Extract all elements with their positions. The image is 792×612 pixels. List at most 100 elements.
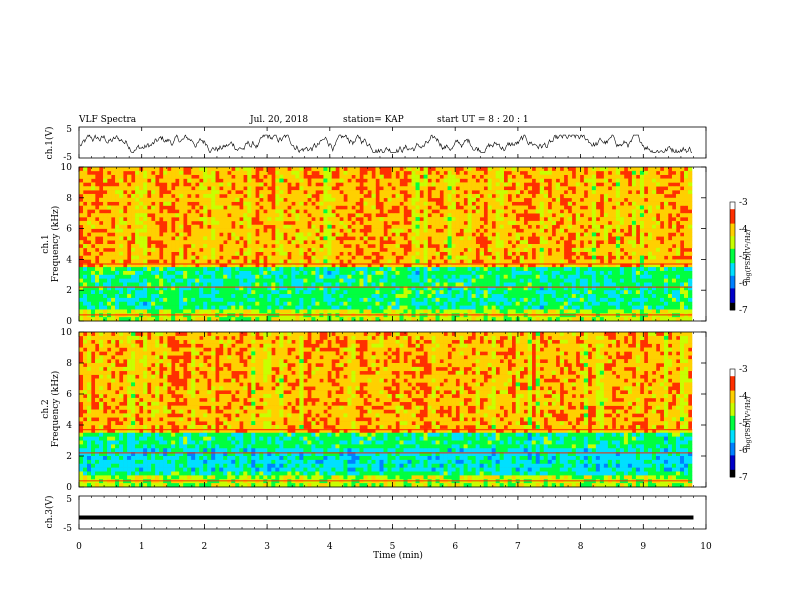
ch1-spectrogram-cell (395, 305, 400, 310)
ch1-spectrogram-cell (583, 220, 589, 226)
ch1-spectrogram-cell (683, 220, 689, 226)
ch1-spectrogram-cell (207, 167, 212, 172)
ch1-spectrogram-cell (179, 251, 184, 256)
ch1-spectrogram-cell (179, 290, 184, 295)
ch1-spectrogram-cell (439, 232, 444, 237)
ch1-spectrogram-cell (83, 290, 88, 295)
ch1-spectrogram-cell (579, 301, 585, 306)
ch1-spectrogram-cell (139, 190, 144, 195)
ch1-spectrogram-cell (535, 220, 541, 226)
ch1-spectrogram-cell (611, 317, 617, 322)
ch1-spectrogram-cell (279, 267, 284, 272)
ch1-spectrogram-cell (351, 251, 356, 256)
ch1-spectrogram-cell (435, 182, 440, 187)
ch1-spectrogram-cell (147, 290, 152, 295)
ch1-spectrogram-cell (591, 244, 597, 249)
ch1-spectrogram-cell (611, 190, 617, 195)
ch1-spectrogram-cell (103, 267, 108, 272)
ch1-spectrogram-cell (371, 178, 376, 183)
ch1-spectrogram-cell (223, 224, 228, 229)
ch1-spectrogram-cell (415, 274, 420, 279)
ch1-spectrogram-cell (415, 186, 420, 191)
ch1-spectrogram-cell (211, 190, 216, 195)
ch1-spectrogram-cell (387, 201, 392, 206)
ch1-spectrogram-cell (491, 270, 496, 276)
ch1-spectrogram-cell (167, 255, 172, 260)
ch1-spectrogram-cell (563, 263, 569, 268)
ch1-spectrogram-cell (575, 263, 581, 268)
ch1-spectrogram-cell (595, 286, 601, 291)
ch1-spectrogram-cell (387, 205, 392, 210)
ch1-spectrogram-cell (467, 224, 472, 229)
ch1-spectrogram-cell (423, 232, 428, 237)
ch1-spectrogram-cell (151, 263, 156, 268)
ch1-spectrogram-cell (267, 240, 272, 245)
ch1-spectrogram-cell (91, 193, 96, 199)
ch1-spectrogram-cell (355, 232, 360, 237)
ch1-spectrogram-cell (279, 236, 284, 241)
ch1-spectrogram-cell (355, 228, 360, 233)
ch1-spectrogram-cell (491, 278, 496, 283)
ch1-spectrogram-cell (447, 305, 452, 310)
ch1-spectrogram-cell (111, 317, 116, 322)
ch1-spectrogram-cell (319, 305, 324, 310)
ch1-spectrogram-cell (83, 174, 88, 179)
ch1-spectrogram-cell (139, 182, 144, 187)
ch1-spectrogram-cell (347, 220, 352, 226)
ch1-spectrogram-cell (487, 270, 492, 276)
ch1-spectrogram-cell (267, 247, 272, 252)
ch1-spectrogram-cell (651, 309, 657, 314)
ch1-spectrogram-cell (347, 232, 352, 237)
ch1-spectrogram-cell (411, 301, 416, 306)
ch1-spectrogram-cell (367, 240, 372, 245)
ch1-spectrogram-cell (99, 217, 104, 222)
ch1-spectrogram-cell (475, 186, 480, 191)
ch1-spectrogram-cell (219, 228, 224, 233)
ch1-spectrogram-cell (547, 290, 553, 295)
ch1-spectrogram-cell (507, 309, 513, 314)
ch1-spectrogram-cell (611, 167, 617, 172)
ch1-spectrogram-cell (367, 305, 372, 310)
ch1-spectrogram-cell (187, 274, 192, 279)
ch1-spectrogram-cell (155, 270, 160, 276)
ch1-spectrogram-cell (95, 290, 100, 295)
ch1-spectrogram-cell (571, 297, 577, 303)
ch1-spectrogram-cell (187, 301, 192, 306)
ch1-spectrogram-cell (367, 220, 372, 226)
ch1-spectrogram-cell (411, 251, 416, 256)
ch1-spectrogram-cell (319, 201, 324, 206)
ch1-spectrogram-cell (407, 294, 412, 299)
ch1-spectrogram-cell (243, 274, 248, 279)
ch1-spectrogram-cell (87, 193, 92, 199)
ch1-spectrogram-cell (575, 167, 581, 172)
ch1-spectrogram-cell (207, 201, 212, 206)
ch1-spectrogram-cell (315, 209, 320, 214)
ch1-spectrogram-cell (283, 186, 288, 191)
ch1-spectrogram-cell (171, 244, 176, 249)
ch1-spectrogram-cell (559, 255, 565, 260)
ch1-spectrogram-cell (195, 224, 200, 229)
ch1-spectrogram-cell (431, 297, 436, 303)
ch1-spectrogram-cell (183, 309, 188, 314)
ch1-spectrogram-cell (591, 305, 597, 310)
ch1-spectrogram-cell (375, 232, 380, 237)
ch1-spectrogram-cell (135, 240, 140, 245)
ch1-spectrogram-cell (207, 297, 212, 303)
ch1-spectrogram-cell (367, 178, 372, 183)
ch1-spectrogram-cell (539, 270, 545, 276)
ch1-spectrogram-cell (147, 197, 152, 202)
ch1-spectrogram-cell (559, 251, 565, 256)
ch1-spectrogram-cell (679, 182, 685, 187)
ch1-spectrogram-cell (295, 167, 300, 172)
ch1-spectrogram-cell (579, 170, 585, 175)
ch1-spectrogram-cell (511, 282, 517, 287)
ch1-spectrogram-cell (155, 190, 160, 195)
ch1-spectrogram-cell (571, 224, 577, 229)
ch1-spectrogram-cell (375, 309, 380, 314)
ch1-spectrogram-cell (331, 317, 336, 322)
ch1-spectrogram-cell (675, 240, 681, 245)
ch1-spectrogram-cell (307, 309, 312, 314)
ch1-spectrogram-cell (603, 301, 609, 306)
ch1-spectrogram-cell (287, 290, 292, 295)
ch1-spectrogram-cell (619, 294, 625, 299)
